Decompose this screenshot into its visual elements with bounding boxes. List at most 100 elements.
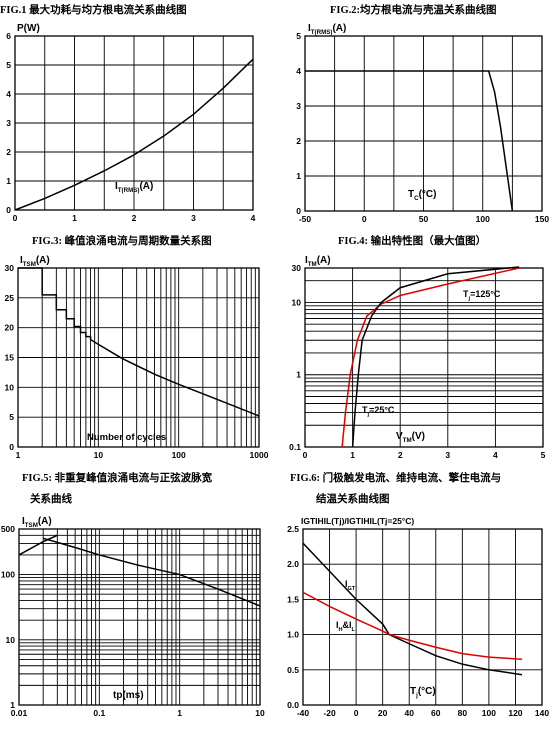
fig6-xtick-label: 40	[404, 708, 414, 718]
fig2-ytick-label: 4	[296, 66, 301, 76]
fig6-plot	[302, 528, 543, 706]
fig1-xtick-label: 1	[72, 213, 77, 223]
fig5-xtick-label: 0.01	[11, 708, 28, 718]
fig2-xtick-label: -50	[299, 214, 312, 224]
fig5-title-line2: 关系曲线	[30, 494, 72, 505]
fig5-frame	[18, 528, 261, 706]
fig6-xtick-label: 0	[354, 708, 359, 718]
fig4-xtick-label: 3	[445, 450, 450, 460]
fig5-ytick-label: 100	[1, 570, 15, 580]
fig3-xlabel: Number of cycles	[87, 432, 166, 443]
fig6-ytick-label: 1.0	[287, 630, 299, 640]
fig1-xtick-label: 2	[132, 213, 137, 223]
fig4-xlabel: VTM(V)	[396, 431, 425, 444]
fig1-ylabel: P(W)	[17, 23, 40, 34]
fig6-xtick-label: 120	[508, 708, 522, 718]
fig5-ytick-label: 1	[10, 700, 15, 710]
fig6-xtick-label: 20	[378, 708, 388, 718]
fig1-ytick-label: 2	[6, 147, 11, 157]
fig4-ytick-label: 30	[292, 263, 302, 273]
fig1-title: FIG.1 最大功耗与均方根电流关系曲线图	[0, 5, 187, 16]
fig1-ytick-label: 6	[6, 31, 11, 41]
fig3-ylabel: ITSM(A)	[20, 255, 50, 268]
fig2-xtick-label: 0	[362, 214, 367, 224]
fig4-ylabel: ITM(A)	[305, 255, 331, 268]
fig6-annotation-ih-il: IH&IL	[336, 620, 356, 633]
fig6-title-line2: 结温关系曲线图	[316, 494, 390, 505]
fig4-xtick-label: 0	[303, 450, 308, 460]
fig6-xtick-label: 60	[431, 708, 441, 718]
fig5-xtick-label: 1	[177, 708, 182, 718]
fig2-ytick-label: 3	[296, 101, 301, 111]
fig3-xtick-label: 1	[16, 450, 21, 460]
fig4-title: FIG.4: 输出特性图（最大值图）	[338, 236, 487, 247]
fig2-xtick-label: 150	[535, 214, 549, 224]
fig2-title: FIG.2:均方根电流与壳温关系曲线图	[330, 5, 497, 16]
fig3-frame	[17, 267, 260, 448]
fig4-frame	[304, 267, 544, 448]
fig4-xtick-label: 1	[350, 450, 355, 460]
fig2-ytick-label: 5	[296, 31, 301, 41]
fig2-xtick-label: 50	[419, 214, 429, 224]
fig6-ytick-label: 2.0	[287, 559, 299, 569]
fig5-series-1	[42, 537, 261, 607]
fig1-ytick-label: 5	[6, 60, 11, 70]
fig2-series-0	[305, 70, 514, 212]
fig2-ylabel: IT(RMS)(A)	[308, 23, 346, 36]
fig2-ytick-label: 1	[296, 171, 301, 181]
fig2-plot	[304, 35, 543, 212]
fig6-ytick-label: 0.0	[287, 700, 299, 710]
fig1-ytick-label: 4	[6, 89, 11, 99]
fig4-ytick-label: 10	[292, 297, 302, 307]
fig1-xlabel: IT(RMS)(A)	[115, 181, 153, 194]
fig3-ytick-label: 5	[9, 412, 14, 422]
fig6-xtick-label: 80	[458, 708, 468, 718]
fig4-xtick-label: 4	[493, 450, 498, 460]
fig2-ytick-label: 0	[296, 206, 301, 216]
fig1-ytick-label: 3	[6, 118, 11, 128]
fig6-series-1	[302, 591, 523, 660]
fig3-series-0	[18, 267, 260, 417]
fig3-ytick-label: 15	[5, 353, 15, 363]
fig2-frame	[304, 35, 543, 212]
fig6-ylabel: IGTIHIL(Tj)/IGTIHIL(Tj=25°C)	[301, 516, 414, 526]
fig5-ylabel: ITSM(A)	[22, 516, 52, 529]
fig6-annotation-igt: IGT	[345, 579, 356, 592]
fig1-plot	[14, 35, 254, 211]
fig6-ytick-label: 2.5	[287, 524, 299, 534]
fig4-plot	[304, 266, 544, 448]
fig5-plot	[18, 528, 261, 706]
fig3-title: FIG.3: 峰值浪涌电流与周期数量关系图	[32, 236, 212, 247]
fig3-ytick-label: 0	[9, 442, 14, 452]
fig4-annotation-25: Tj=25°C	[362, 405, 395, 418]
fig6-series-0	[302, 542, 523, 676]
fig2-xtick-label: 100	[476, 214, 490, 224]
fig3-ytick-label: 30	[5, 263, 15, 273]
fig5-title-line1: FIG.5: 非重复峰值浪涌电流与正弦波脉宽	[22, 473, 213, 484]
fig3-xtick-label: 10	[94, 450, 104, 460]
fig1-xtick-label: 0	[13, 213, 18, 223]
fig1-xtick-label: 3	[191, 213, 196, 223]
fig6-xlabel: Tj(°C)	[410, 686, 436, 699]
fig6-ytick-label: 0.5	[287, 665, 299, 675]
fig4-series-1	[351, 266, 520, 448]
fig6-ytick-label: 1.5	[287, 594, 299, 604]
fig4-ytick-label: 1	[296, 370, 301, 380]
fig2-xlabel: TC(°C)	[408, 189, 436, 202]
fig4-xtick-label: 2	[398, 450, 403, 460]
fig6-xtick-label: 140	[535, 708, 549, 718]
fig4-ytick-label: 0.1	[289, 442, 301, 452]
fig2-ytick-label: 2	[296, 136, 301, 146]
fig3-ytick-label: 25	[5, 293, 15, 303]
fig6-xtick-label: 100	[482, 708, 496, 718]
fig3-ytick-label: 20	[5, 323, 15, 333]
fig6-xtick-label: -20	[323, 708, 336, 718]
fig5-ytick-label: 10	[6, 635, 16, 645]
fig6-xtick-label: -40	[297, 708, 310, 718]
fig1-xtick-label: 4	[251, 213, 256, 223]
fig5-ytick-label: 500	[1, 524, 15, 534]
fig1-series-0	[14, 58, 254, 211]
fig1-ytick-label: 0	[6, 205, 11, 215]
fig3-plot	[17, 267, 260, 448]
